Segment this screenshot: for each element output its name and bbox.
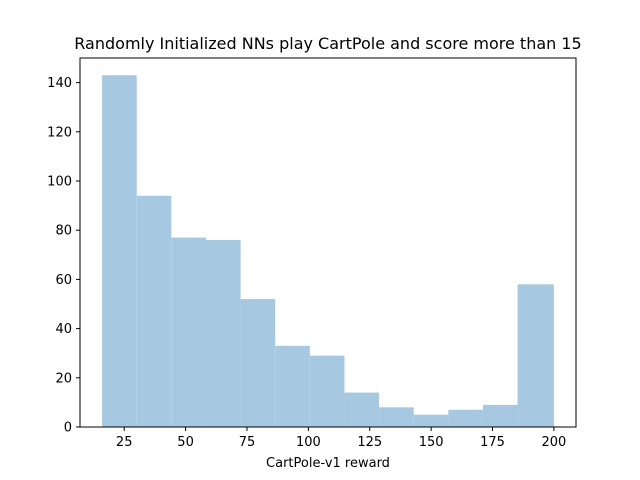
x-tick-label: 75: [239, 435, 256, 450]
chart-title: Randomly Initialized NNs play CartPole a…: [74, 34, 581, 53]
histogram-bar: [136, 195, 172, 427]
x-tick-label: 200: [541, 435, 566, 450]
histogram-bar: [448, 409, 483, 427]
y-axis: 0 20 40 60 80 100 120 140: [47, 76, 80, 436]
y-tick-label: 120: [47, 125, 72, 140]
histogram-bar: [482, 404, 518, 427]
y-tick-label: 80: [55, 224, 72, 239]
histogram-bar: [309, 355, 345, 427]
x-tick-label: 25: [116, 435, 133, 450]
bars-group: [102, 75, 554, 427]
histogram-bar: [413, 414, 449, 427]
x-axis-label: CartPole-v1 reward: [266, 456, 390, 471]
y-tick-label: 60: [55, 273, 72, 288]
x-tick-label: 100: [296, 435, 321, 450]
y-tick-label: 140: [47, 76, 72, 91]
histogram-bar: [205, 240, 241, 427]
histogram-bar: [171, 237, 206, 427]
histogram-bar: [102, 75, 137, 427]
x-axis: 25 50 75 100 125 150 175 200: [116, 427, 566, 450]
histogram-bar: [379, 407, 414, 427]
histogram-bar: [344, 392, 380, 427]
y-tick-label: 0: [64, 421, 72, 436]
histogram-bar: [517, 284, 554, 427]
histogram-bar: [275, 345, 310, 427]
x-tick-label: 150: [419, 435, 444, 450]
histogram-bar: [240, 299, 276, 427]
plot-frame: [79, 57, 577, 428]
x-tick-label: 50: [177, 435, 194, 450]
y-tick-label: 40: [55, 322, 72, 337]
y-tick-label: 100: [47, 175, 72, 190]
y-tick-label: 20: [55, 371, 72, 386]
x-tick-label: 175: [480, 435, 505, 450]
x-tick-label: 125: [357, 435, 382, 450]
